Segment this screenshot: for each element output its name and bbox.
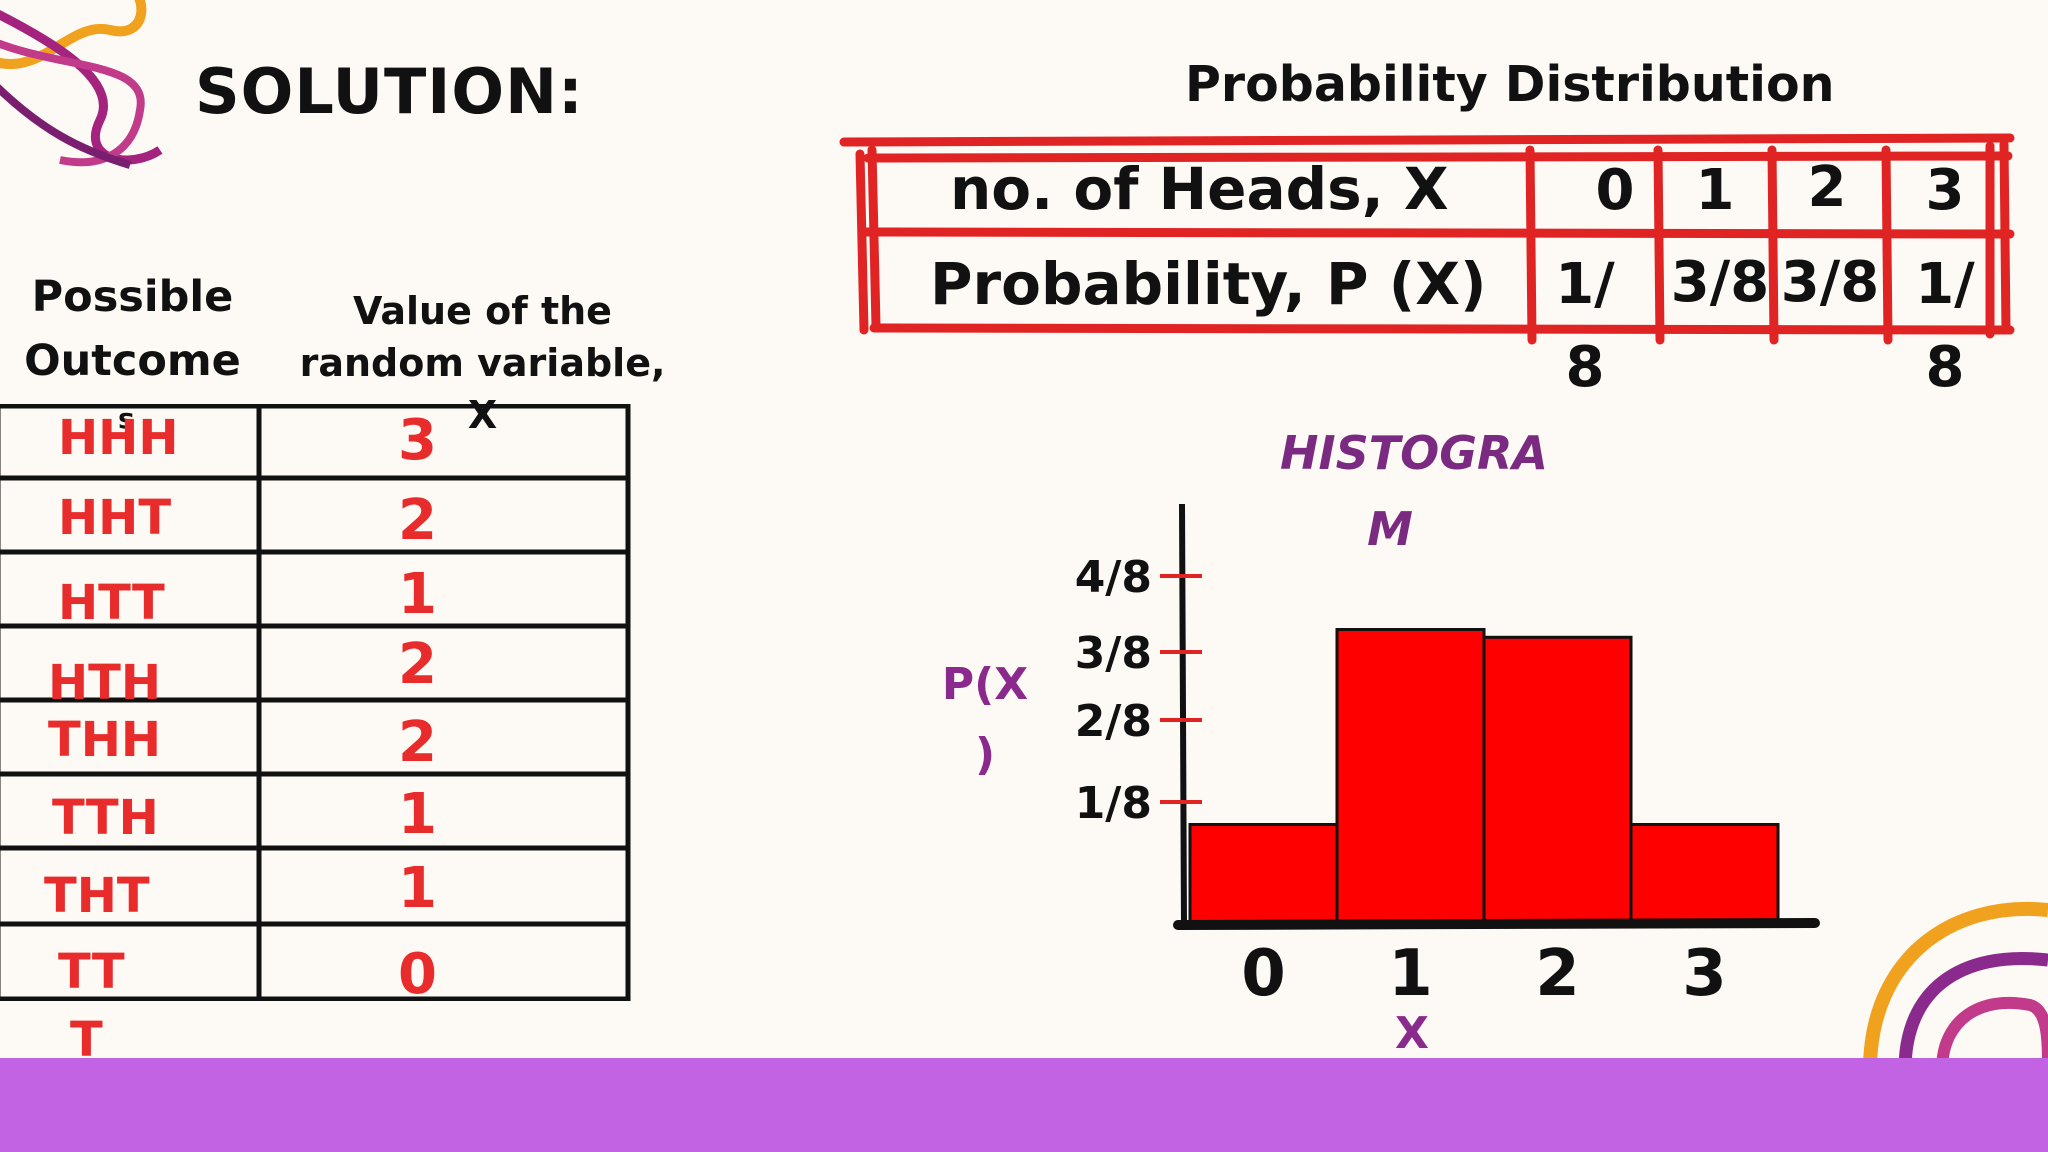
p-value-cell: 3/8 — [1780, 250, 1880, 315]
value-cell: 3 — [398, 408, 437, 473]
x-tick-label: 3 — [1682, 937, 1727, 1011]
x-value-cell: 2 — [1807, 155, 1847, 220]
x-axis — [1173, 918, 1820, 930]
x-tick-label: 2 — [1535, 937, 1580, 1011]
value-cell: 1 — [398, 562, 437, 627]
outcome-cell: HTT — [58, 575, 165, 631]
value-cell: 2 — [398, 632, 437, 697]
bottom-color-bar — [0, 1058, 2048, 1152]
row-label-heads: no. of Heads, X — [950, 155, 1449, 223]
p-value-overflow: 8 — [1565, 335, 1605, 400]
row-label-probability: Probability, P (X) — [930, 250, 1487, 318]
x-value-cell: 1 — [1695, 158, 1735, 223]
header-possible-outcomes: Possible Outcome — [24, 272, 241, 386]
y-tick-label: 2/8 — [1075, 696, 1152, 747]
histogram-bar — [1335, 628, 1486, 924]
value-cell: 0 — [398, 942, 437, 1007]
y-tick-label: 4/8 — [1075, 552, 1152, 603]
outcome-cell: TTH — [52, 790, 159, 846]
outcome-cell: THT — [44, 868, 150, 924]
outcome-cell: THH — [48, 712, 162, 768]
y-tick-label: 1/8 — [1075, 778, 1152, 829]
y-tick-label: 3/8 — [1075, 628, 1152, 679]
header-random-variable-value: Value of the random variable, X — [299, 289, 666, 437]
y-axis — [1179, 503, 1187, 927]
histogram-bar — [1629, 823, 1780, 924]
p-value-cell: 3/8 — [1670, 250, 1770, 315]
histogram-x-label: X — [1395, 1008, 1429, 1059]
outcome-cell: HHT — [58, 490, 172, 546]
p-value-overflow: 8 — [1925, 335, 1965, 400]
outcome-cell: HHH — [58, 410, 179, 466]
value-cell: 2 — [398, 488, 437, 553]
swirl-decoration-top-left — [0, 0, 163, 169]
histogram-bar — [1482, 635, 1633, 924]
distribution-table-frame — [839, 133, 2015, 345]
x-tick-label: 1 — [1388, 937, 1433, 1011]
x-value-cell: 0 — [1595, 158, 1635, 223]
histogram-bar — [1188, 823, 1339, 924]
outcome-cell: HTH — [48, 655, 162, 711]
outcome-cell: TT — [58, 944, 125, 1000]
outcome-table-grid — [0, 404, 631, 1001]
value-cell: 2 — [398, 710, 437, 775]
x-tick-label: 0 — [1241, 937, 1286, 1011]
p-value-cell: 1/ — [1915, 252, 1975, 317]
histogram-chart: 0 1 2 3 1/8 2/8 3/8 4/8 — [1075, 503, 1820, 1011]
histogram-y-label: P(X ) — [941, 659, 1029, 780]
value-cell: 1 — [398, 782, 437, 847]
arc-decoration-bottom-right — [1863, 901, 2048, 1070]
solution-title: SOLUTION: — [195, 55, 584, 128]
outcome-header-overflow: s — [118, 402, 135, 435]
value-cell: 1 — [398, 856, 437, 921]
histogram-title: HISTOGRA M — [1280, 426, 1549, 556]
distribution-title: Probability Distribution — [1185, 56, 1835, 113]
x-value-cell: 3 — [1925, 158, 1965, 223]
p-value-cell: 1/ — [1555, 252, 1615, 317]
